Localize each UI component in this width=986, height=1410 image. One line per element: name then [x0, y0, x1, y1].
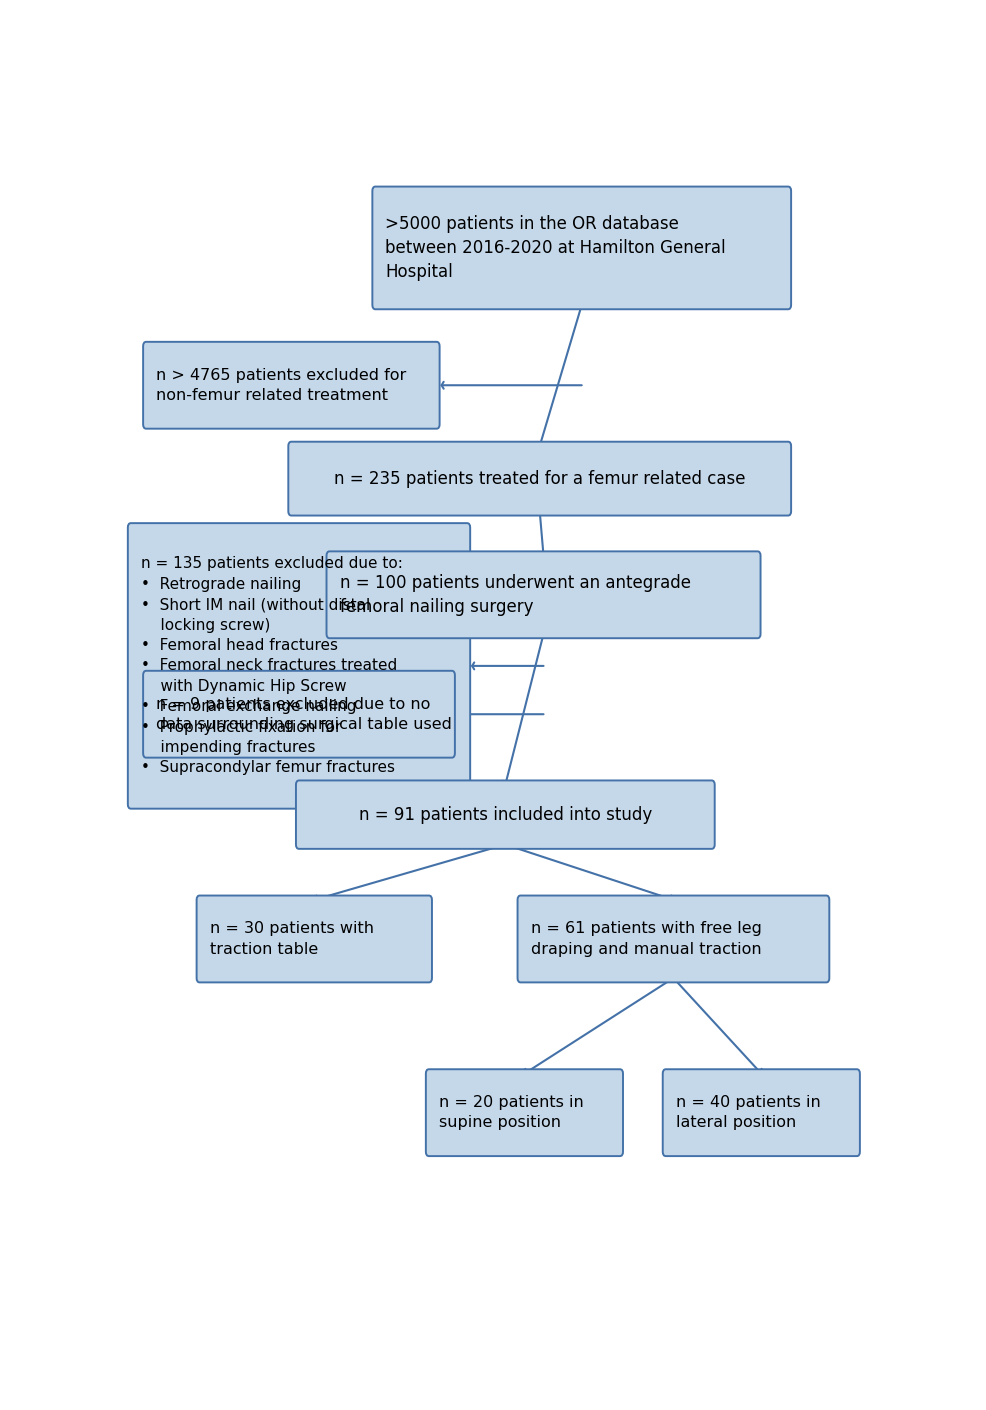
Text: n = 135 patients excluded due to:
•  Retrograde nailing
•  Short IM nail (withou: n = 135 patients excluded due to: • Retr…	[141, 557, 402, 776]
Text: n = 61 patients with free leg
draping and manual traction: n = 61 patients with free leg draping an…	[530, 921, 761, 956]
Text: >5000 patients in the OR database
between 2016-2020 at Hamilton General
Hospital: >5000 patients in the OR database betwee…	[386, 214, 726, 281]
FancyBboxPatch shape	[196, 895, 432, 983]
FancyBboxPatch shape	[143, 671, 455, 757]
FancyBboxPatch shape	[426, 1069, 623, 1156]
Text: n = 9 patients excluded due to no
data surrounding surgical table used: n = 9 patients excluded due to no data s…	[156, 697, 452, 732]
FancyBboxPatch shape	[288, 441, 791, 516]
FancyBboxPatch shape	[518, 895, 829, 983]
Text: n = 40 patients in
lateral position: n = 40 patients in lateral position	[675, 1096, 820, 1131]
Text: n = 235 patients treated for a femur related case: n = 235 patients treated for a femur rel…	[334, 470, 745, 488]
Text: n = 30 patients with
traction table: n = 30 patients with traction table	[210, 921, 374, 956]
FancyBboxPatch shape	[143, 341, 440, 429]
FancyBboxPatch shape	[663, 1069, 860, 1156]
Text: n = 100 patients underwent an antegrade
femoral nailing surgery: n = 100 patients underwent an antegrade …	[339, 574, 690, 616]
FancyBboxPatch shape	[296, 781, 715, 849]
FancyBboxPatch shape	[128, 523, 470, 809]
Text: n = 91 patients included into study: n = 91 patients included into study	[359, 805, 652, 823]
FancyBboxPatch shape	[326, 551, 760, 639]
Text: n > 4765 patients excluded for
non-femur related treatment: n > 4765 patients excluded for non-femur…	[156, 368, 406, 403]
FancyBboxPatch shape	[373, 186, 791, 309]
Text: n = 20 patients in
supine position: n = 20 patients in supine position	[439, 1096, 584, 1131]
